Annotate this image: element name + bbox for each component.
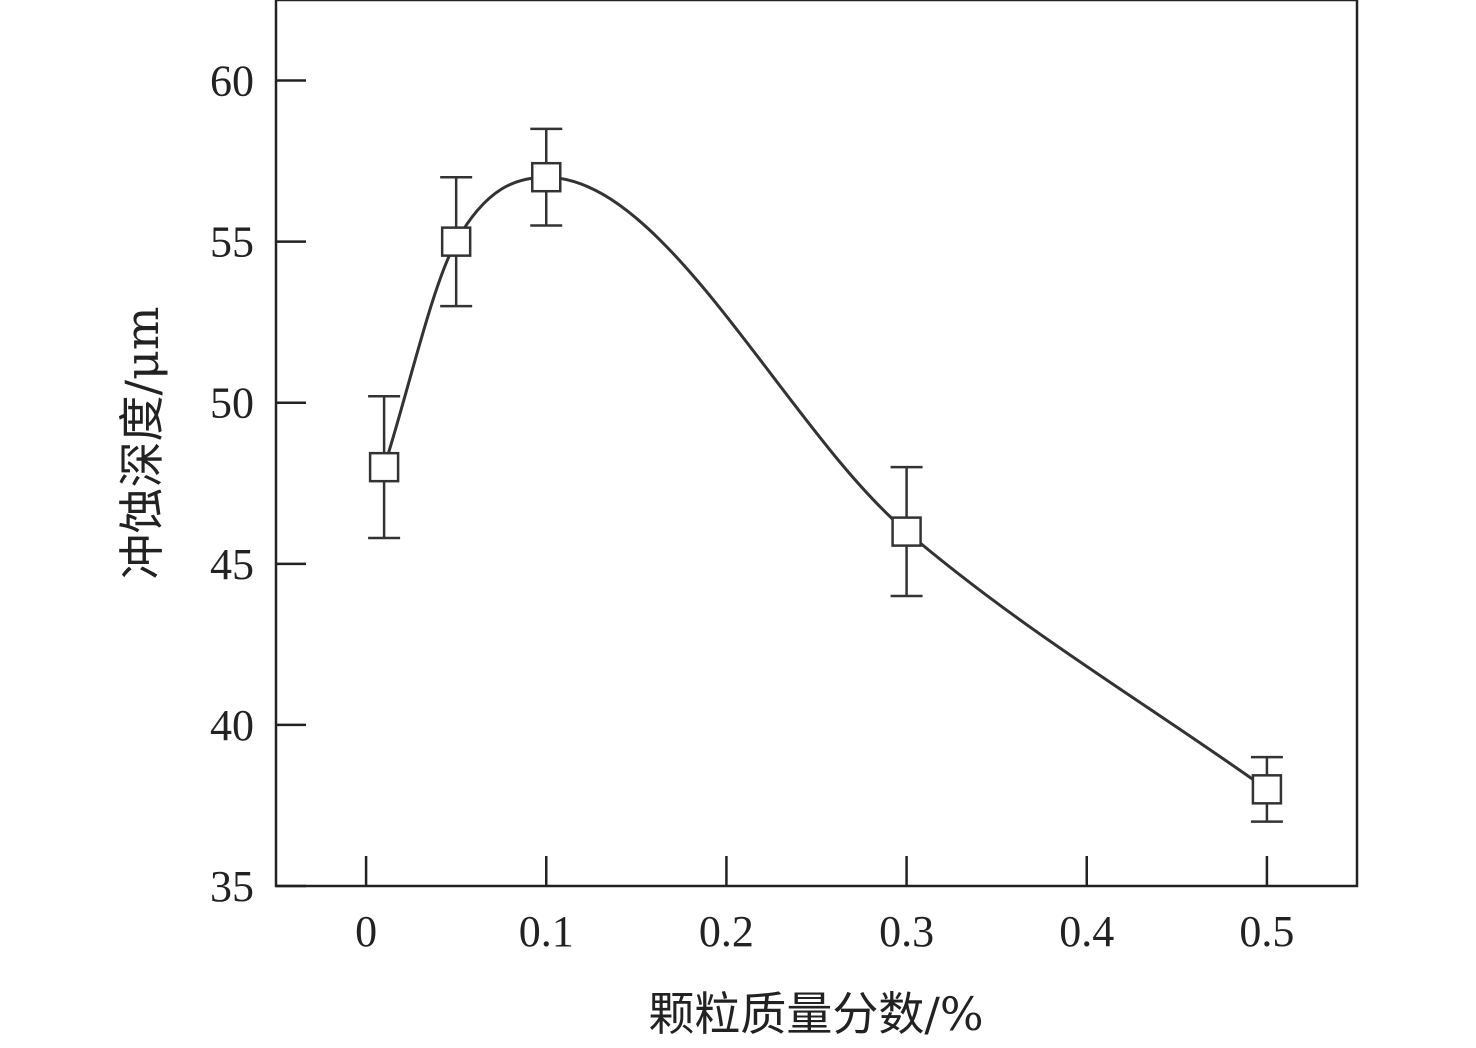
error-bars [368, 127, 1283, 823]
y-tick-label: 45 [210, 540, 254, 589]
x-tick-label: 0.3 [879, 907, 934, 956]
data-point [368, 451, 400, 483]
x-tick-label: 0.4 [1059, 907, 1114, 956]
y-axis-title: 冲蚀深度/μm [115, 306, 169, 579]
data-point [1251, 774, 1283, 805]
x-axis: 0 0.1 0.2 0.3 0.4 0.5 [355, 856, 1294, 956]
y-tick-label: 50 [210, 379, 254, 428]
data-point [440, 226, 472, 257]
y-tick-label: 55 [210, 218, 254, 267]
y-tick-label: 40 [210, 701, 254, 750]
x-axis-title: 颗粒质量分数/% [648, 987, 983, 1041]
data-point [891, 516, 922, 547]
data-markers [368, 161, 1283, 805]
x-tick-label: 0 [355, 907, 377, 956]
x-tick-label: 0.5 [1239, 907, 1294, 956]
series-curve [382, 175, 1268, 791]
y-tick-label: 35 [210, 862, 254, 911]
plot-frame [274, 0, 1359, 888]
y-tick-label: 60 [210, 57, 254, 106]
y-axis: 35 40 45 50 55 60 [210, 57, 306, 911]
x-tick-label: 0.2 [699, 907, 754, 956]
x-tick-label: 0.1 [519, 907, 574, 956]
data-point [531, 161, 562, 193]
